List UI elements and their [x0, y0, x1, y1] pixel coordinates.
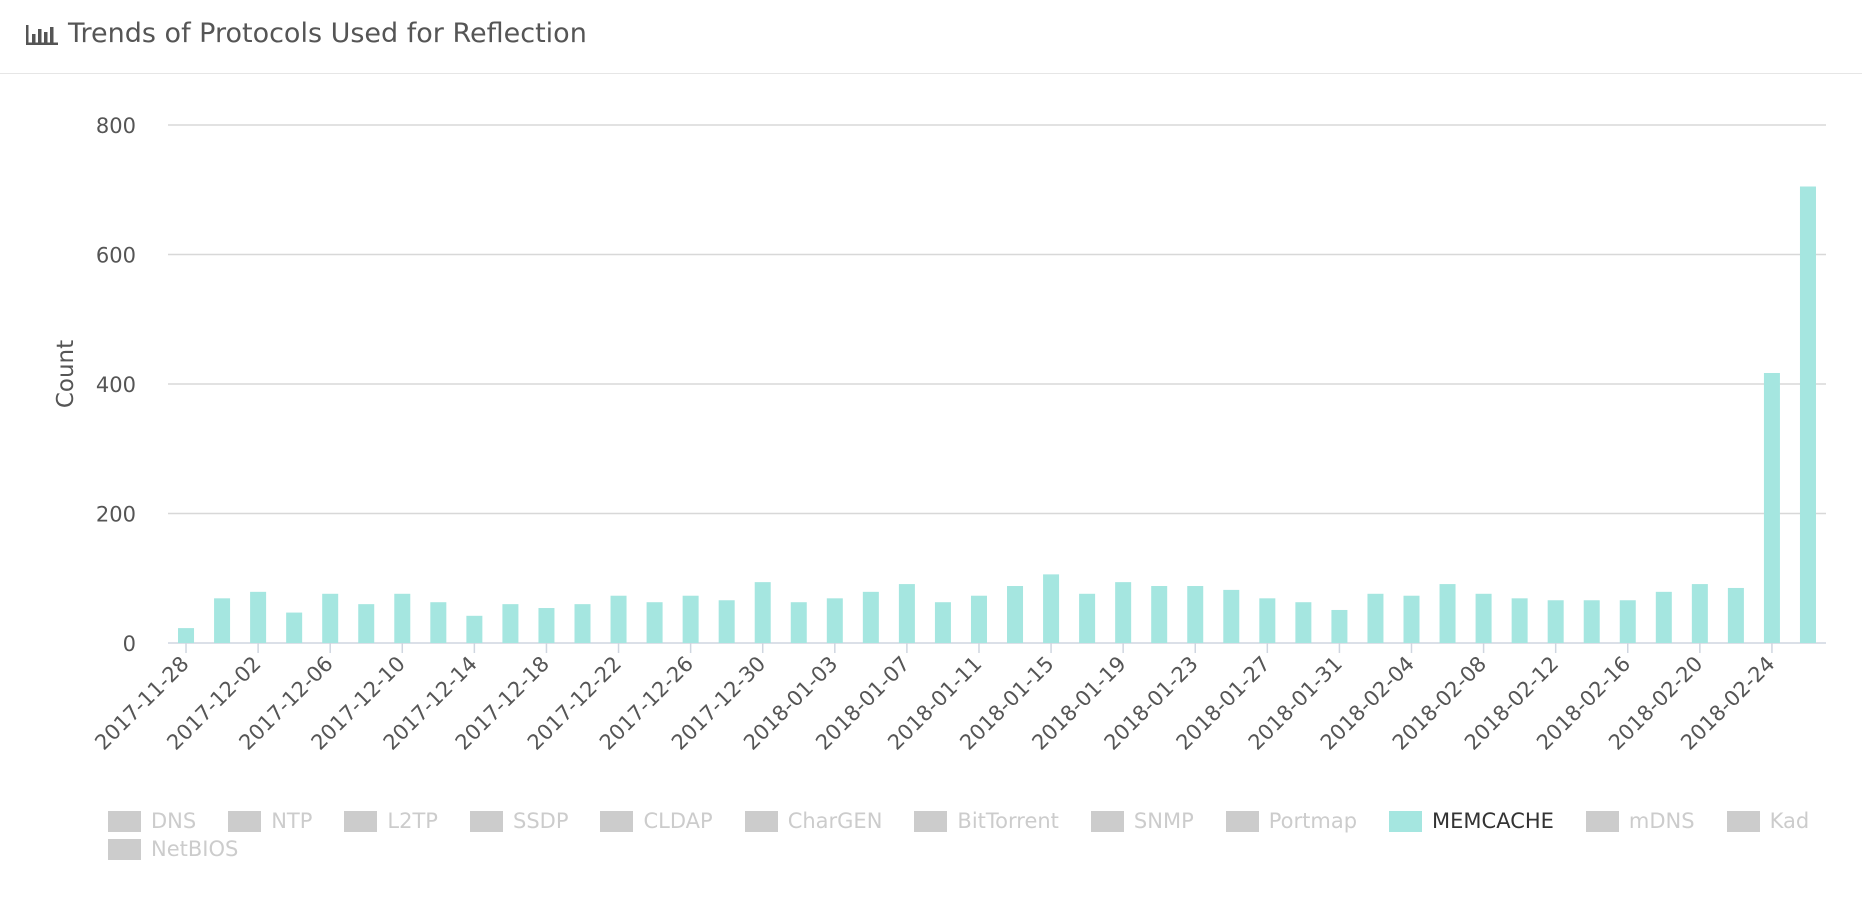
- legend-swatch: [1726, 810, 1760, 832]
- panel-header: Trends of Protocols Used for Reflection: [0, 0, 1862, 74]
- legend-label: Kad: [1769, 809, 1810, 833]
- legend-swatch: [228, 810, 262, 832]
- legend-item-bittorrent[interactable]: BitTorrent: [914, 808, 1059, 834]
- bar: [1799, 186, 1816, 643]
- bar: [754, 582, 771, 643]
- legend-item-netbios[interactable]: NetBIOS: [108, 836, 238, 862]
- bar: [1331, 609, 1348, 643]
- bar: [1115, 582, 1132, 643]
- bar: [682, 595, 699, 643]
- legend-item-mdns[interactable]: mDNS: [1585, 808, 1695, 834]
- bar: [1295, 602, 1312, 643]
- bar: [1655, 591, 1672, 643]
- legend-swatch: [744, 810, 778, 832]
- legend-item-chargen[interactable]: CharGEN: [744, 808, 883, 834]
- legend-item-dns[interactable]: DNS: [108, 808, 196, 834]
- bar: [1403, 595, 1420, 643]
- y-tick-label: 200: [96, 503, 136, 527]
- bar: [1511, 598, 1528, 643]
- bar: [1619, 600, 1636, 643]
- bar: [1151, 586, 1168, 643]
- bar: [1079, 593, 1096, 643]
- bar: [1475, 593, 1492, 643]
- bar: [1547, 600, 1564, 643]
- legend-label: SNMP: [1133, 809, 1194, 833]
- y-axis-label: Count: [53, 340, 79, 408]
- bar: [1259, 598, 1276, 643]
- legend-item-l2tp[interactable]: L2TP: [344, 808, 438, 834]
- bar: [1439, 584, 1456, 643]
- bar: [1583, 600, 1600, 643]
- legend-swatch: [344, 810, 378, 832]
- bar: [1043, 574, 1060, 643]
- bar: [1727, 587, 1744, 643]
- legend-label: BitTorrent: [957, 809, 1059, 833]
- bar: [1187, 586, 1204, 643]
- bar: [1367, 593, 1384, 643]
- y-tick-label: 0: [123, 632, 136, 656]
- bar: [214, 598, 231, 643]
- legend-label: MEMCACHE: [1432, 809, 1554, 833]
- bar: [1763, 372, 1780, 643]
- legend-label: NTP: [271, 809, 313, 833]
- chart-legend: DNS NTP L2TP SSDP CLDAP CharGEN BitTorrent SNMP…: [108, 808, 1848, 862]
- bar: [646, 602, 663, 643]
- bar: [934, 602, 951, 643]
- legend-swatch: [1225, 810, 1259, 832]
- bar: [826, 598, 843, 643]
- bar: [790, 602, 807, 643]
- y-tick-label: 600: [96, 244, 136, 268]
- y-tick-label: 400: [96, 373, 136, 397]
- bar: [862, 591, 879, 643]
- legend-label: L2TP: [387, 809, 438, 833]
- legend-swatch: [1389, 810, 1423, 832]
- protocol-trend-chart: 0200400600800Count2017-11-282017-12-0220…: [53, 114, 1826, 755]
- legend-item-memcache[interactable]: MEMCACHE: [1389, 808, 1554, 834]
- legend-label: Portmap: [1268, 809, 1358, 833]
- bar: [358, 604, 375, 643]
- bar: [466, 615, 483, 643]
- bar: [286, 612, 303, 643]
- legend-item-ntp[interactable]: NTP: [228, 808, 312, 834]
- legend-swatch: [108, 810, 141, 832]
- bar: [502, 604, 519, 643]
- legend-item-ssdp[interactable]: SSDP: [469, 808, 569, 834]
- legend-label: CharGEN: [787, 809, 883, 833]
- bar: [538, 608, 555, 643]
- legend-swatch: [914, 810, 948, 832]
- legend-label: NetBIOS: [151, 837, 239, 861]
- legend-item-portmap[interactable]: Portmap: [1225, 808, 1358, 834]
- legend-item-snmp[interactable]: SNMP: [1090, 808, 1194, 834]
- legend-item-cldap[interactable]: CLDAP: [600, 808, 713, 834]
- bar: [322, 593, 339, 643]
- legend-label: SSDP: [512, 809, 569, 833]
- bar: [394, 593, 411, 643]
- bar: [430, 602, 447, 643]
- legend-swatch: [108, 838, 141, 860]
- bar: [1223, 589, 1240, 643]
- bar: [178, 628, 195, 643]
- bar-chart-icon: [26, 25, 58, 45]
- bar: [250, 591, 267, 643]
- legend-swatch: [1090, 810, 1124, 832]
- bar: [718, 600, 735, 643]
- bar: [898, 584, 915, 643]
- legend-label: DNS: [151, 809, 197, 833]
- bar: [574, 604, 591, 643]
- legend-swatch: [600, 810, 634, 832]
- panel-title: Trends of Protocols Used for Reflection: [68, 18, 587, 49]
- legend-label: CLDAP: [643, 809, 713, 833]
- y-tick-label: 800: [96, 114, 136, 138]
- legend-swatch: [469, 810, 503, 832]
- legend-swatch: [1585, 810, 1619, 832]
- bar: [1007, 586, 1024, 643]
- legend-label: mDNS: [1628, 809, 1695, 833]
- bar: [970, 595, 987, 643]
- legend-item-kad[interactable]: Kad: [1726, 808, 1810, 834]
- bar: [610, 595, 627, 643]
- bar: [1691, 584, 1708, 643]
